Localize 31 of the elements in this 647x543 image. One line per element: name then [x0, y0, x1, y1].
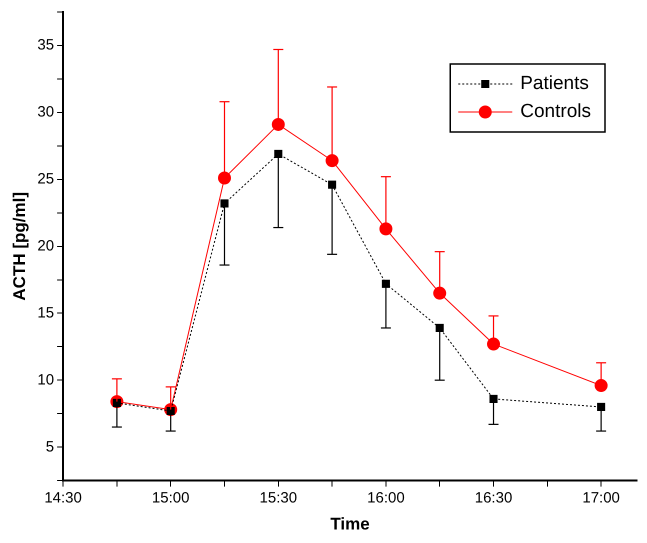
point	[272, 118, 285, 131]
y-tick-label: 35	[37, 36, 54, 54]
point	[220, 199, 229, 208]
x-tick-label: 16:30	[474, 490, 512, 507]
x-tick-label: 15:30	[260, 490, 298, 507]
y-tick-label: 10	[37, 371, 54, 388]
x-tick-label: 15:00	[152, 490, 190, 507]
point	[436, 324, 444, 332]
point	[328, 180, 336, 189]
x-tick-label: 17:00	[582, 490, 620, 507]
y-tick-label: 25	[37, 170, 54, 188]
point	[274, 150, 282, 158]
point	[594, 379, 608, 392]
y-tick-label: 15	[37, 304, 54, 322]
x-axis-title: Time	[330, 514, 370, 534]
point	[379, 222, 392, 236]
x-tick-label: 14:30	[44, 490, 82, 507]
point	[487, 338, 500, 351]
point	[218, 172, 231, 185]
point	[382, 280, 390, 288]
legend-label: Controls	[520, 101, 591, 122]
point	[326, 154, 339, 168]
y-axis-title: ACTH [pg/ml]	[10, 192, 29, 301]
y-tick-label: 30	[37, 104, 54, 121]
y-tick-label: 20	[37, 237, 54, 254]
y-tick-label: 5	[46, 438, 54, 456]
point	[597, 402, 606, 411]
legend-label: Patients	[520, 73, 589, 94]
point	[489, 394, 498, 403]
x-tick-label: 16:00	[367, 490, 405, 507]
point	[433, 286, 446, 300]
